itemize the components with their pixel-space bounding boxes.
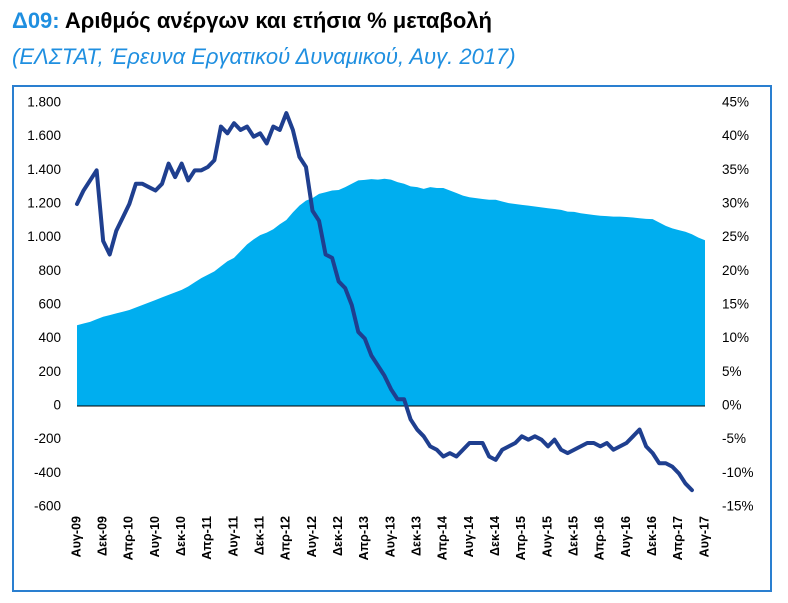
x-tick-label: Απρ-11 bbox=[200, 516, 214, 560]
x-tick-label: Απρ-17 bbox=[671, 516, 685, 560]
y-tick-label: 1.800 bbox=[27, 95, 61, 110]
x-tick-label: Αυγ-13 bbox=[383, 516, 397, 557]
y-tick-label: -400 bbox=[34, 465, 61, 480]
y-tick-label: -200 bbox=[34, 431, 61, 446]
chart-subtitle: (ΕΛΣΤΑΤ, Έρευνα Εργατικού Δυναμικού, Αυγ… bbox=[12, 44, 516, 69]
area bbox=[77, 178, 705, 406]
y-tick-label: 400 bbox=[38, 330, 61, 345]
x-tick-label: Δεκ-10 bbox=[174, 516, 188, 556]
y-tick-label: 0 bbox=[53, 398, 61, 413]
x-tick-label: Δεκ-16 bbox=[645, 516, 659, 556]
x-tick-label: Δεκ-11 bbox=[252, 516, 266, 555]
x-tick-label: Δεκ-13 bbox=[409, 516, 423, 556]
x-tick-label: Αυγ-12 bbox=[305, 516, 319, 557]
title-code: Δ09: bbox=[12, 8, 60, 33]
x-tick-label: Δεκ-14 bbox=[488, 516, 502, 556]
line bbox=[75, 111, 694, 493]
y2-tick-label: 20% bbox=[722, 263, 749, 278]
y-tick-label: 1.400 bbox=[27, 162, 61, 177]
x-tick-label: Αυγ-11 bbox=[226, 516, 240, 557]
y2-tick-label: 5% bbox=[722, 364, 742, 379]
chart-frame bbox=[12, 85, 772, 592]
y-tick-label: 200 bbox=[38, 364, 61, 379]
y-tick-label: 1.000 bbox=[27, 229, 61, 244]
x-tick-label: Αυγ-10 bbox=[148, 516, 162, 557]
x-tick-label: Αυγ-09 bbox=[69, 516, 83, 557]
x-tick-label: Απρ-15 bbox=[514, 516, 528, 560]
x-tick-label: Αυγ-17 bbox=[697, 516, 711, 557]
y2-tick-label: 35% bbox=[722, 162, 749, 177]
x-tick-label: Αυγ-14 bbox=[462, 516, 476, 557]
x-tick-label: Δεκ-12 bbox=[331, 516, 345, 556]
x-tick-label: Δεκ-09 bbox=[95, 516, 109, 556]
y-tick-label: 600 bbox=[38, 297, 61, 312]
y-tick-label: 800 bbox=[38, 263, 61, 278]
y2-tick-label: -5% bbox=[722, 431, 746, 446]
x-tick-label: Απρ-16 bbox=[593, 516, 607, 560]
x-tick-label: Απρ-14 bbox=[436, 516, 450, 560]
y2-tick-label: 45% bbox=[722, 95, 749, 110]
x-tick-label: Αυγ-16 bbox=[619, 516, 633, 557]
y2-tick-label: 15% bbox=[722, 297, 749, 312]
y2-tick-label: 30% bbox=[722, 196, 749, 211]
y2-tick-label: -15% bbox=[722, 499, 754, 514]
y2-tick-label: -10% bbox=[722, 465, 754, 480]
y2-tick-label: 25% bbox=[722, 229, 749, 244]
y-tick-label: -600 bbox=[34, 499, 61, 514]
title-text: Αριθμός ανέργων και ετήσια % μεταβολή bbox=[65, 8, 492, 33]
x-tick-label: Απρ-10 bbox=[122, 516, 136, 560]
x-tick-label: Απρ-13 bbox=[357, 516, 371, 560]
y2-tick-label: 40% bbox=[722, 128, 749, 143]
x-tick-label: Απρ-12 bbox=[279, 516, 293, 560]
y-tick-label: 1.200 bbox=[27, 196, 61, 211]
x-tick-label: Αυγ-15 bbox=[540, 516, 554, 557]
chart-title: Δ09: Αριθμός ανέργων και ετήσια % μεταβο… bbox=[12, 8, 492, 33]
x-tick-label: Δεκ-15 bbox=[566, 516, 580, 556]
y2-tick-label: 10% bbox=[722, 330, 749, 345]
y-tick-label: 1.600 bbox=[27, 128, 61, 143]
y2-tick-label: 0% bbox=[722, 398, 742, 413]
